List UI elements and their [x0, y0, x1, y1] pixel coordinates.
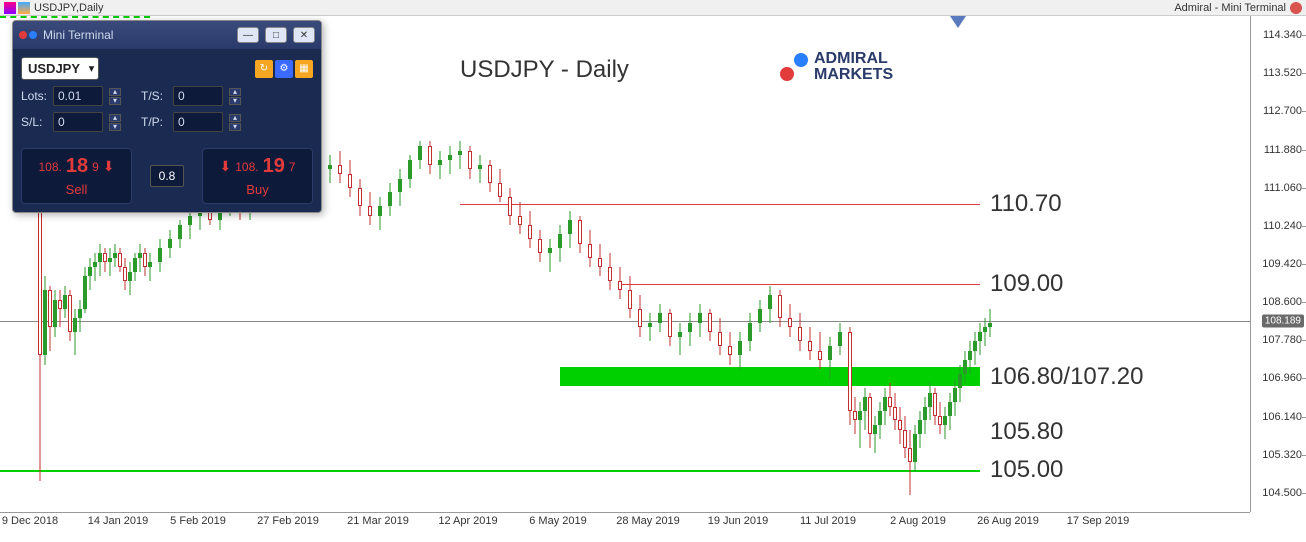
mini-logo-icon — [19, 31, 37, 39]
support-zone — [560, 367, 980, 386]
x-tick-label: 11 Jul 2019 — [800, 515, 856, 527]
lots-input[interactable] — [53, 86, 103, 106]
chart-icon — [18, 2, 30, 14]
tp-input[interactable] — [173, 112, 223, 132]
y-tick-label: 106.960 — [1262, 372, 1302, 384]
y-tick-label: 111.060 — [1264, 182, 1302, 194]
spread-value: 0.8 — [150, 165, 185, 187]
logo-dots-icon — [780, 53, 808, 81]
terminal-label: Admiral - Mini Terminal — [1174, 2, 1286, 14]
mini-terminal-titlebar[interactable]: Mini Terminal — □ ✕ — [13, 21, 321, 49]
x-tick-label: 17 Sep 2019 — [1067, 515, 1129, 527]
y-tick-label: 107.780 — [1262, 334, 1302, 346]
mini-title: Mini Terminal — [43, 28, 113, 42]
arrow-down-marker — [950, 16, 966, 28]
price-annotation: 105.00 — [990, 456, 1063, 484]
action-1-button[interactable]: ↻ — [255, 60, 273, 78]
y-tick-label: 106.140 — [1262, 411, 1302, 423]
x-tick-label: 9 Dec 2018 — [2, 515, 58, 527]
horizontal-line — [620, 284, 980, 285]
price-annotation: 106.80/107.20 — [990, 363, 1143, 391]
close-button[interactable]: ✕ — [293, 27, 315, 43]
symbol-value: USDJPY — [28, 61, 80, 76]
y-tick-label: 113.520 — [1263, 67, 1302, 79]
chart-title: USDJPY - Daily — [460, 56, 629, 84]
x-tick-label: 21 Mar 2019 — [347, 515, 409, 527]
lots-spinner[interactable]: ▴▾ — [109, 88, 121, 105]
sl-spinner[interactable]: ▴▾ — [109, 114, 121, 131]
current-price-tag: 108.189 — [1262, 315, 1304, 328]
maximize-button[interactable]: □ — [265, 27, 287, 43]
x-axis: 9 Dec 2018 14 Jan 2019 5 Feb 2019 27 Feb 20… — [0, 512, 1250, 542]
ts-label: T/S: — [141, 89, 167, 103]
buy-label: Buy — [209, 182, 306, 197]
x-tick-label: 19 Jun 2019 — [708, 515, 769, 527]
x-tick-label: 28 May 2019 — [616, 515, 680, 527]
y-axis: 114.340 113.520 112.700 111.880 111.060 110.2… — [1250, 16, 1306, 512]
tp-label: T/P: — [141, 115, 167, 129]
symbol-select[interactable]: USDJPY ▾ — [21, 57, 99, 80]
y-tick-label: 110.240 — [1263, 220, 1302, 232]
down-arrow-icon: ⬇ — [219, 158, 231, 175]
y-tick-label: 114.340 — [1263, 29, 1302, 41]
chevron-down-icon: ▾ — [89, 63, 94, 74]
x-tick-label: 5 Feb 2019 — [170, 515, 226, 527]
tp-spinner[interactable]: ▴▾ — [229, 114, 241, 131]
y-tick-label: 105.320 — [1262, 449, 1302, 461]
ts-input[interactable] — [173, 86, 223, 106]
sl-input[interactable] — [53, 112, 103, 132]
price-annotation: 105.80 — [990, 418, 1063, 446]
horizontal-line — [460, 204, 980, 205]
y-tick-label: 111.880 — [1264, 144, 1302, 156]
app-icon — [4, 2, 16, 14]
minimize-button[interactable]: — — [237, 27, 259, 43]
current-price-line — [0, 321, 1250, 322]
spread-display: 0.8 — [140, 148, 194, 204]
app-titlebar: USDJPY,Daily Admiral - Mini Terminal — [0, 0, 1306, 16]
x-tick-label: 2 Aug 2019 — [890, 515, 946, 527]
brand-logo: ADMIRALMARKETS — [780, 51, 893, 83]
logo-text: ADMIRALMARKETS — [814, 51, 893, 83]
price-annotation: 110.70 — [990, 190, 1062, 218]
sell-label: Sell — [28, 182, 125, 197]
sl-label: S/L: — [21, 115, 47, 129]
close-icon[interactable] — [1290, 2, 1302, 14]
x-tick-label: 6 May 2019 — [529, 515, 586, 527]
mini-terminal-window[interactable]: Mini Terminal — □ ✕ USDJPY ▾ ↻ ⚙ ▦ Lots:… — [12, 20, 322, 213]
x-tick-label: 14 Jan 2019 — [88, 515, 149, 527]
lots-label: Lots: — [21, 89, 47, 103]
sell-button[interactable]: 108.189⬇ Sell — [21, 148, 132, 204]
action-3-button[interactable]: ▦ — [295, 60, 313, 78]
y-tick-label: 109.420 — [1262, 258, 1302, 270]
horizontal-line — [0, 470, 980, 472]
x-tick-label: 27 Feb 2019 — [257, 515, 319, 527]
x-tick-label: 12 Apr 2019 — [438, 515, 497, 527]
settings-button[interactable]: ⚙ — [275, 60, 293, 78]
y-tick-label: 104.500 — [1262, 487, 1302, 499]
y-tick-label: 108.600 — [1262, 296, 1302, 308]
x-tick-label: 26 Aug 2019 — [977, 515, 1039, 527]
down-arrow-icon: ⬇ — [103, 158, 115, 175]
dashed-line — [0, 16, 150, 18]
price-annotation: 109.00 — [990, 270, 1063, 298]
y-tick-label: 112.700 — [1263, 105, 1302, 117]
buy-button[interactable]: ⬇108.197 Buy — [202, 148, 313, 204]
titlebar-icons — [4, 2, 30, 14]
titlebar-symbol: USDJPY,Daily — [34, 2, 104, 14]
ts-spinner[interactable]: ▴▾ — [229, 88, 241, 105]
